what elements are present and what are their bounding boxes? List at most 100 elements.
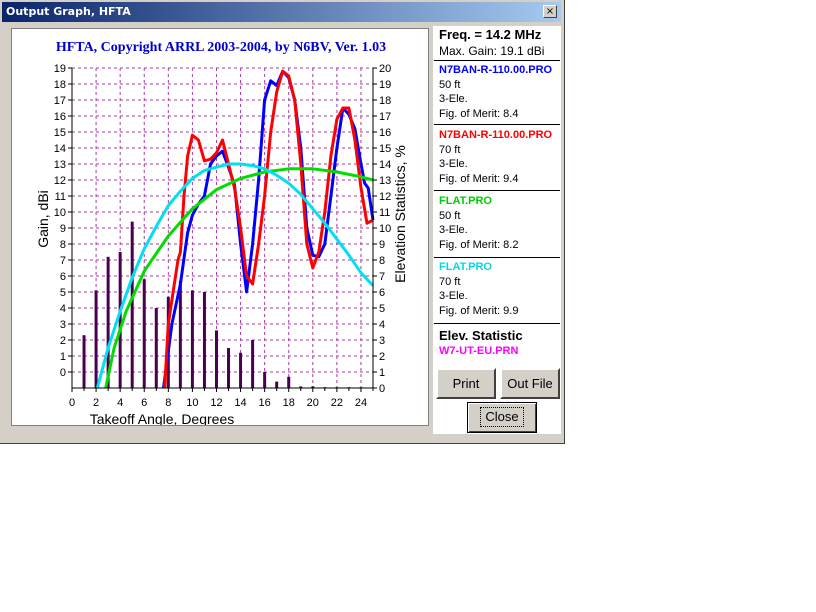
x-tick-label: 8 bbox=[165, 397, 171, 409]
legend-file-4: FLAT.PRO bbox=[439, 261, 492, 273]
y2-tick-label: 18 bbox=[379, 95, 391, 107]
y-tick-label: 11 bbox=[55, 191, 66, 203]
close-button[interactable]: Close bbox=[467, 402, 537, 433]
legend-fom-1: Fig. of Merit: 8.4 bbox=[439, 108, 519, 120]
y-tick-label: 6 bbox=[60, 271, 66, 283]
elev-statistic-file: W7-UT-EU.PRN bbox=[439, 345, 519, 357]
elevation-bar bbox=[287, 376, 291, 388]
y2-tick-label: 16 bbox=[379, 127, 391, 139]
y-tick-label: 5 bbox=[60, 287, 66, 299]
y-tick-label: 0 bbox=[60, 367, 66, 379]
output-graph-window: Output Graph, HFTA × HFTA, Copyright ARR… bbox=[0, 0, 565, 444]
x-tick-label: 16 bbox=[259, 397, 271, 409]
chart-title: HFTA, Copyright ARRL 2003-2004, by N6BV,… bbox=[56, 40, 386, 55]
divider bbox=[434, 124, 560, 125]
divider bbox=[434, 257, 560, 258]
y2-axis-label: Elevation Statistics, % bbox=[392, 145, 408, 283]
y-tick-label: 8 bbox=[60, 239, 66, 251]
elevation-bar bbox=[154, 308, 158, 388]
y2-tick-label: 0 bbox=[379, 383, 385, 395]
legend-fom-2: Fig. of Merit: 9.4 bbox=[439, 173, 519, 185]
y-tick-label: 2 bbox=[60, 335, 66, 347]
x-tick-label: 24 bbox=[355, 397, 367, 409]
y-tick-label: 14 bbox=[54, 143, 66, 155]
elevation-bar bbox=[227, 348, 231, 388]
elevation-bar bbox=[275, 381, 279, 388]
x-tick-label: 14 bbox=[234, 397, 246, 409]
elevation-bar bbox=[239, 352, 243, 388]
legend-fom-3: Fig. of Merit: 8.2 bbox=[439, 239, 519, 251]
y2-tick-label: 19 bbox=[379, 79, 391, 91]
y2-tick-label: 8 bbox=[379, 255, 385, 267]
y-tick-label: 12 bbox=[54, 175, 66, 187]
y-tick-label: 13 bbox=[54, 159, 66, 171]
close-window-icon[interactable]: × bbox=[543, 5, 557, 18]
legend-fom-4: Fig. of Merit: 9.9 bbox=[439, 305, 519, 317]
legend-ele-4: 3-Ele. bbox=[439, 290, 468, 302]
legend-height-3: 50 ft bbox=[439, 210, 461, 222]
y-tick-label: 16 bbox=[54, 111, 66, 123]
y2-tick-label: 7 bbox=[379, 271, 385, 283]
legend-height-1: 50 ft bbox=[439, 79, 461, 91]
legend-height-4: 70 ft bbox=[439, 276, 461, 288]
frequency-label: Freq. = 14.2 MHz bbox=[439, 27, 542, 42]
elevation-bar bbox=[118, 252, 122, 388]
out-file-button[interactable]: Out File bbox=[500, 368, 560, 399]
y-tick-label: 7 bbox=[60, 255, 66, 267]
elevation-bar bbox=[82, 335, 86, 388]
elevation-bar bbox=[94, 290, 98, 388]
y2-tick-label: 6 bbox=[379, 287, 385, 299]
y2-tick-label: 20 bbox=[379, 63, 391, 75]
y2-tick-label: 17 bbox=[379, 111, 391, 123]
y-tick-label: 9 bbox=[60, 223, 66, 235]
gain-curve-2 bbox=[163, 69, 374, 389]
y2-tick-label: 1 bbox=[379, 367, 385, 379]
legend-file-3: FLAT.PRO bbox=[439, 195, 492, 207]
x-tick-label: 6 bbox=[141, 397, 147, 409]
elevation-bar bbox=[178, 280, 182, 388]
max-gain-label: Max. Gain: 19.1 dBi bbox=[439, 44, 545, 58]
elevation-bar bbox=[106, 256, 110, 388]
y2-tick-label: 14 bbox=[379, 159, 391, 171]
legend-file-1: N7BAN-R-110.00.PRO bbox=[439, 64, 553, 76]
x-tick-label: 2 bbox=[93, 397, 99, 409]
elevation-bar bbox=[251, 340, 255, 388]
y2-tick-label: 15 bbox=[379, 143, 391, 155]
y-axis-label: Gain, dBi bbox=[35, 190, 51, 248]
x-tick-label: 4 bbox=[117, 397, 123, 409]
legend-ele-3: 3-Ele. bbox=[439, 224, 468, 236]
y2-tick-label: 9 bbox=[379, 239, 385, 251]
y2-tick-label: 3 bbox=[379, 335, 385, 347]
elevation-bar bbox=[142, 279, 146, 388]
elevation-bar bbox=[190, 290, 194, 388]
y-tick-label: 19 bbox=[54, 63, 66, 75]
y-tick-label: 10 bbox=[54, 207, 66, 219]
y2-tick-label: 4 bbox=[379, 319, 385, 331]
x-tick-label: 12 bbox=[210, 397, 222, 409]
y2-tick-label: 11 bbox=[379, 207, 390, 219]
legend-panel: Freq. = 14.2 MHz Max. Gain: 19.1 dBi N7B… bbox=[433, 26, 561, 434]
x-tick-label: 0 bbox=[69, 397, 75, 409]
x-tick-label: 20 bbox=[307, 397, 319, 409]
legend-ele-1: 3-Ele. bbox=[439, 93, 468, 105]
output-chart: HFTA, Copyright ARRL 2003-2004, by N6BV,… bbox=[35, 40, 408, 427]
divider bbox=[434, 323, 560, 324]
title-bar: Output Graph, HFTA × bbox=[2, 2, 561, 22]
divider bbox=[434, 60, 560, 61]
legend-ele-2: 3-Ele. bbox=[439, 158, 468, 170]
gain-curve-4 bbox=[95, 162, 375, 389]
gain-curve-3 bbox=[104, 167, 374, 389]
elevation-bar bbox=[263, 372, 267, 388]
x-tick-label: 10 bbox=[186, 397, 198, 409]
legend-file-2: N7BAN-R-110.00.PRO bbox=[439, 129, 553, 141]
elevation-bar bbox=[130, 221, 134, 388]
x-tick-label: 22 bbox=[331, 397, 343, 409]
y-tick-label: 4 bbox=[60, 303, 66, 315]
window-title: Output Graph, HFTA bbox=[6, 5, 131, 18]
x-axis-label: Takeoff Angle, Degrees bbox=[90, 411, 235, 425]
y-tick-label: 15 bbox=[54, 127, 66, 139]
print-button[interactable]: Print bbox=[436, 368, 496, 399]
elevation-bar bbox=[202, 292, 206, 388]
y2-tick-label: 13 bbox=[379, 175, 391, 187]
divider bbox=[434, 190, 560, 191]
